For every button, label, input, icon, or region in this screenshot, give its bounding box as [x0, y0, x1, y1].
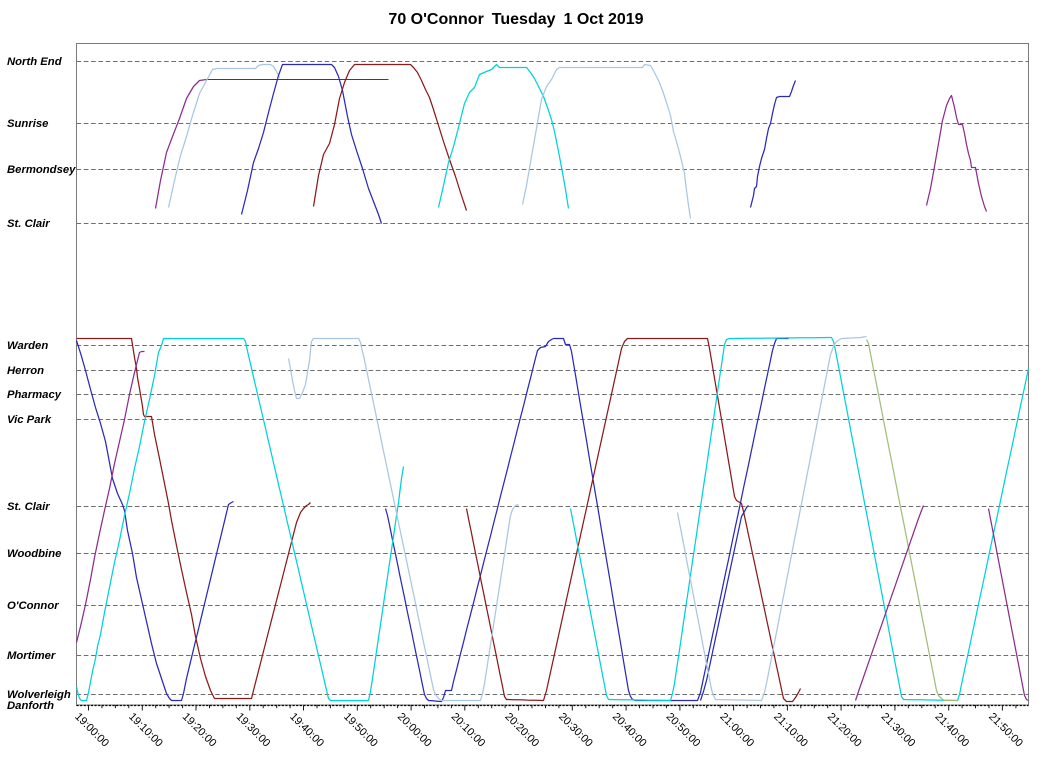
svg-text:North End: North End	[7, 56, 63, 68]
svg-text:Warden: Warden	[7, 340, 48, 352]
svg-text:Pharmacy: Pharmacy	[7, 389, 62, 401]
svg-text:St. Clair: St. Clair	[7, 218, 50, 230]
svg-text:Wolverleigh: Wolverleigh	[7, 689, 71, 701]
svg-text:70 O'Connor Tuesday 1 Oct 2019: 70 O'Connor Tuesday 1 Oct 2019	[388, 11, 643, 28]
svg-text:Danforth: Danforth	[7, 700, 54, 712]
svg-text:St. Clair: St. Clair	[7, 501, 50, 513]
svg-text:Woodbine: Woodbine	[7, 548, 61, 560]
svg-text:Bermondsey: Bermondsey	[7, 164, 76, 176]
svg-text:Vic Park: Vic Park	[7, 414, 52, 426]
svg-text:Herron: Herron	[7, 365, 44, 377]
svg-text:O'Connor: O'Connor	[7, 600, 59, 612]
svg-text:Mortimer: Mortimer	[7, 650, 56, 662]
svg-text:Sunrise: Sunrise	[7, 118, 48, 130]
